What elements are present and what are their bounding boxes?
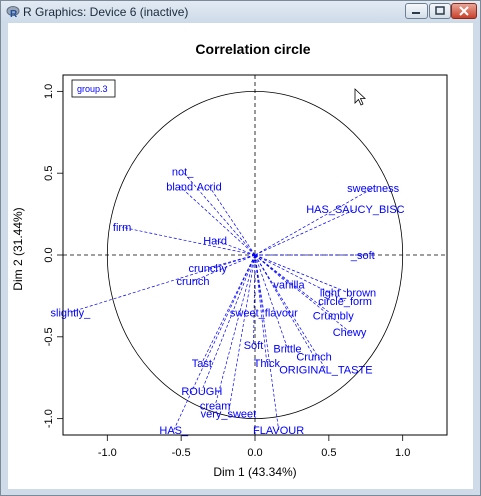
variable-arrow [254,254,327,370]
x-tick-label: 0.5 [321,447,336,459]
close-button[interactable] [451,3,477,19]
variable-arrow [254,254,346,302]
variable-label: _soft [350,250,375,262]
variable-label: Hard [203,235,227,247]
variable-arrow [254,254,288,349]
variable-label: bland [166,181,193,193]
r-app-icon: R [6,6,20,19]
variable-label: not_ [172,167,194,179]
variable-label: sweet_flavour [230,307,298,319]
x-tick-label: -1.0 [98,447,117,459]
variable-label: slightly_ [51,307,92,319]
variable-arrows [70,171,374,431]
mouse-cursor-icon [354,88,367,106]
variable-arrow [254,254,290,285]
variable-labels: sweetness HAS_SAUCY_BISC circle_formlight_… [51,167,405,438]
variable-label: crunch [176,276,209,288]
variable-label: HAS_SAUCY_BISC [306,204,404,216]
variable-arrow [182,171,256,256]
variable-arrow [228,254,256,414]
variable-label: crunchy [188,263,227,275]
variable-arrow [207,254,256,269]
x-tick-label: 0.0 [247,447,262,459]
x-axis: -1.0 -0.5 0.0 0.5 1.0 [98,434,410,459]
x-tick-label: 1.0 [395,447,410,459]
variable-arrow [208,186,256,256]
variable-label: Crumbly [313,311,354,323]
y-tick-label: 0.5 [43,166,55,181]
variable-label: Acrid [197,181,222,193]
svg-text:R: R [10,9,18,19]
variable-arrow [173,254,256,431]
chart-title: Correlation circle [195,41,310,57]
minimize-button[interactable] [405,3,428,19]
variable-arrow [254,254,349,293]
variable-arrow [253,254,256,346]
x-axis-label: Dim 1 (43.34%) [213,465,296,479]
variable-label: firm [113,222,131,234]
variable-arrow [214,254,256,406]
variable-label: Tast [192,358,212,370]
variable-label: Soft [244,340,264,352]
variable-arrow [254,187,374,256]
variable-arrow [254,208,356,256]
maximize-button[interactable] [429,3,451,19]
unit-circle [106,90,404,420]
title-bar[interactable]: R R Graphics: Device 6 (inactive) [1,1,480,23]
plot-area: Correlation circle sweetness HAS_SAUCY_BI… [8,23,473,489]
variable-arrow [254,254,350,333]
variable-arrow [215,239,256,256]
y-axis: -1.0 -0.5 0.0 0.5 1.0 [43,84,64,428]
variable-label: ORIGINAL_TASTE [279,365,372,377]
variable-arrow [201,254,256,391]
y-tick-label: 1.0 [43,84,55,99]
correlation-circle-plot: Correlation circle sweetness HAS_SAUCY_BI… [11,41,448,479]
variable-arrow [254,254,279,431]
y-axis-label: Dim 2 (31.44%) [11,207,25,290]
variable-arrow [254,254,334,316]
y-tick-label: -1.0 [43,409,55,428]
minimize-icon [412,12,420,14]
variable-arrow [192,254,256,282]
variable-arrow [201,254,256,364]
variable-label: Thick [254,358,281,370]
variable-label: ROUGH [181,386,222,398]
legend-box [71,79,116,98]
variable-label: HAS_ [159,425,189,437]
variable-label: FLAVOUR [253,425,304,437]
variable-label: very_sweet [201,409,257,421]
y-tick-label: 0.0 [43,247,55,262]
variable-label: vanilla [273,279,305,291]
x-tick-label: -0.5 [172,447,191,459]
variable-arrow [254,254,315,357]
maximize-icon [435,6,445,15]
variable-arrow [254,254,265,313]
variable-label: sweetness [347,183,399,195]
variable-label: circle_form [318,296,372,308]
window-title: R Graphics: Device 6 (inactive) [23,5,189,19]
variable-label: cream [200,401,231,413]
variable-label: Chewy [333,327,367,339]
variable-label: light_brown [320,288,376,300]
variable-label: Crunch [296,351,331,363]
variable-label: Brittle [273,343,301,355]
y-tick-label: -0.5 [43,327,55,346]
variable-arrow [122,226,256,256]
legend-label: group.3 [77,84,108,94]
variable-arrow [70,254,256,313]
variable-arrow [254,254,268,364]
close-icon [459,6,469,16]
variable-arrow [179,186,256,256]
